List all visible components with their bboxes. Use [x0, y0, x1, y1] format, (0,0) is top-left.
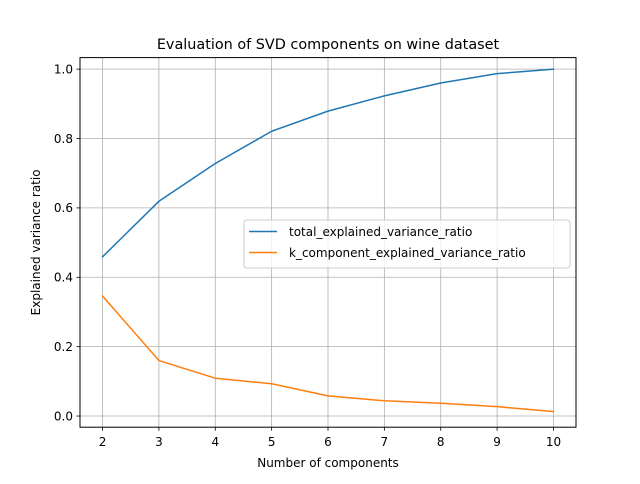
- y-axis-ticks: 0.0 0.2 0.4 0.6 0.8 1.0: [54, 62, 80, 423]
- y-tick-label: 0.4: [54, 271, 73, 285]
- y-tick-label: 0.0: [54, 409, 73, 423]
- y-tick-label: 1.0: [54, 62, 73, 76]
- chart-title: Evaluation of SVD components on wine dat…: [157, 37, 500, 53]
- x-axis-ticks: 2 3 4 5 6 7 8 9 10: [99, 427, 561, 449]
- x-tick-label: 8: [437, 435, 445, 449]
- x-tick-label: 6: [324, 435, 332, 449]
- x-axis-label: Number of components: [257, 456, 399, 470]
- x-tick-label: 7: [381, 435, 389, 449]
- y-tick-label: 0.6: [54, 201, 73, 215]
- y-tick-label: 0.8: [54, 132, 73, 146]
- series-line-2: [101, 294, 555, 413]
- y-tick-label: 0.2: [54, 340, 73, 354]
- grid-lines: [80, 57, 576, 428]
- x-tick-label: 5: [268, 435, 276, 449]
- y-axis-label: Explained variance ratio: [29, 169, 43, 315]
- legend-box: [243, 219, 571, 269]
- series-line-1: [101, 68, 555, 258]
- x-tick-label: 10: [546, 435, 561, 449]
- legend-label: total_explained_variance_ratio: [289, 225, 472, 239]
- legend: total_explained_variance_ratio k_componen…: [243, 219, 571, 269]
- legend-label: k_component_explained_variance_ratio: [289, 246, 526, 260]
- x-tick-label: 9: [493, 435, 501, 449]
- x-tick-label: 2: [99, 435, 107, 449]
- series-lines: [101, 68, 555, 413]
- x-tick-label: 4: [211, 435, 219, 449]
- x-tick-label: 3: [155, 435, 163, 449]
